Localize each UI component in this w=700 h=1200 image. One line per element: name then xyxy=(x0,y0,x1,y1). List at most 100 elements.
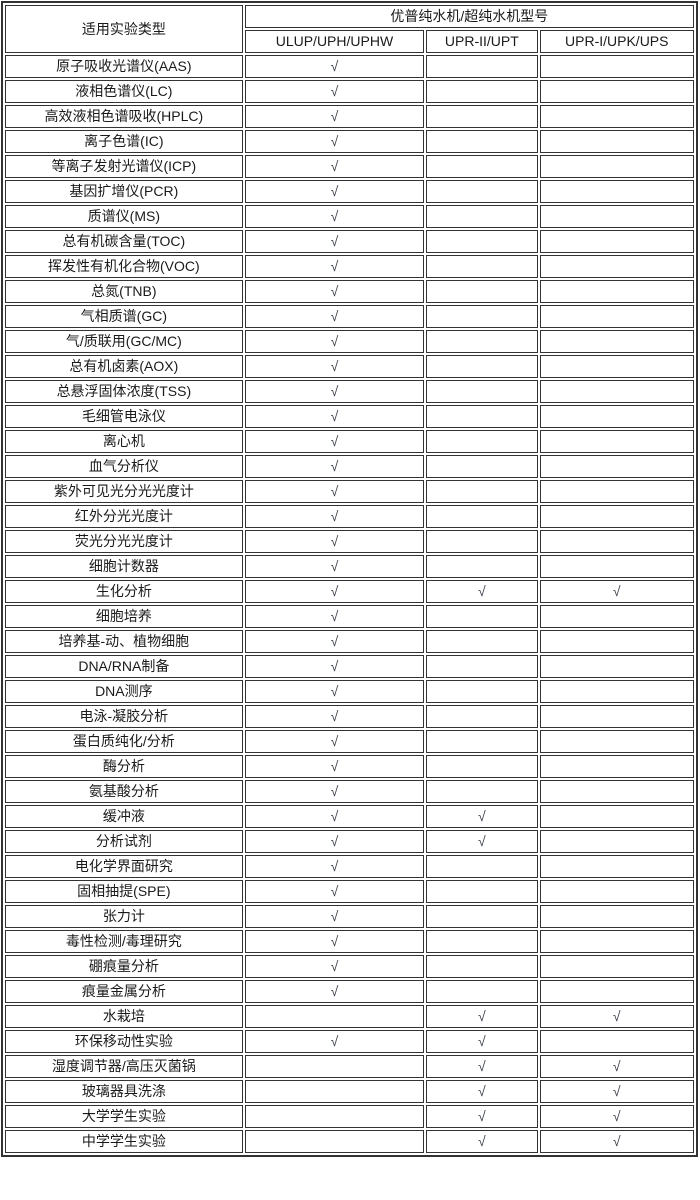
experiment-type-label: 质谱仪(MS) xyxy=(5,205,243,228)
table-row: 总有机碳含量(TOC) √ xyxy=(5,230,694,253)
experiment-type-label: 毒性检测/毒理研究 xyxy=(5,930,243,953)
table-row: 总悬浮固体浓度(TSS) √ xyxy=(5,380,694,403)
empty-cell xyxy=(426,930,538,953)
empty-cell xyxy=(426,480,538,503)
check-mark-cell: √ xyxy=(244,755,425,778)
empty-cell xyxy=(426,780,538,803)
empty-cell xyxy=(539,605,694,628)
check-mark-cell: √ xyxy=(244,730,425,753)
check-mark-cell: √ xyxy=(244,330,425,353)
empty-cell xyxy=(539,380,694,403)
model-column-header-ulup: ULUP/UPH/UPHW xyxy=(244,30,425,53)
table-row: 高效液相色谱吸收(HPLC) √ xyxy=(5,105,694,128)
empty-cell xyxy=(539,305,694,328)
experiment-type-label: 荧光分光光度计 xyxy=(5,530,243,553)
experiment-type-label: 蛋白质纯化/分析 xyxy=(5,730,243,753)
experiment-type-label: 缓冲液 xyxy=(5,805,243,828)
empty-cell xyxy=(426,505,538,528)
experiment-type-label: 原子吸收光谱仪(AAS) xyxy=(5,55,243,78)
check-mark-cell: √ xyxy=(244,780,425,803)
model-column-header-upr1: UPR-I/UPK/UPS xyxy=(539,30,694,53)
table-row: 缓冲液 √ √ xyxy=(5,805,694,828)
check-mark-cell: √ xyxy=(244,130,425,153)
check-mark-cell: √ xyxy=(244,705,425,728)
check-mark-cell: √ xyxy=(244,530,425,553)
empty-cell xyxy=(539,780,694,803)
check-mark-cell: √ xyxy=(539,1005,694,1028)
empty-cell xyxy=(426,730,538,753)
table-row: 毛细管电泳仪 √ xyxy=(5,405,694,428)
check-mark-cell: √ xyxy=(244,505,425,528)
table-row: 毒性检测/毒理研究 √ xyxy=(5,930,694,953)
experiment-type-label: 培养基-动、植物细胞 xyxy=(5,630,243,653)
empty-cell xyxy=(539,405,694,428)
check-mark-cell: √ xyxy=(244,380,425,403)
empty-cell xyxy=(539,680,694,703)
empty-cell xyxy=(539,980,694,1003)
check-mark-cell: √ xyxy=(244,955,425,978)
table-row: 电化学界面研究 √ xyxy=(5,855,694,878)
experiment-type-label: 总悬浮固体浓度(TSS) xyxy=(5,380,243,403)
empty-cell xyxy=(539,455,694,478)
check-mark-cell: √ xyxy=(244,880,425,903)
check-mark-cell: √ xyxy=(244,305,425,328)
check-mark-cell: √ xyxy=(244,805,425,828)
experiment-type-header: 适用实验类型 xyxy=(5,5,243,53)
empty-cell xyxy=(426,455,538,478)
check-mark-cell: √ xyxy=(426,1005,538,1028)
empty-cell xyxy=(539,530,694,553)
table-row: 离子色谱(IC) √ xyxy=(5,130,694,153)
table-row: 固相抽提(SPE) √ xyxy=(5,880,694,903)
experiment-type-label: 环保移动性实验 xyxy=(5,1030,243,1053)
model-group-header: 优普纯水机/超纯水机型号 xyxy=(244,5,694,28)
empty-cell xyxy=(539,1030,694,1053)
check-mark-cell: √ xyxy=(244,655,425,678)
table-row: DNA/RNA制备 √ xyxy=(5,655,694,678)
experiment-type-label: 等离子发射光谱仪(ICP) xyxy=(5,155,243,178)
empty-cell xyxy=(539,830,694,853)
table-row: 血气分析仪 √ xyxy=(5,455,694,478)
empty-cell xyxy=(539,180,694,203)
empty-cell xyxy=(539,430,694,453)
header-row-models: ULUP/UPH/UPHW UPR-II/UPT UPR-I/UPK/UPS xyxy=(5,30,694,53)
check-mark-cell: √ xyxy=(244,255,425,278)
table-row: 大学学生实验 √ √ xyxy=(5,1105,694,1128)
experiment-type-label: 离子色谱(IC) xyxy=(5,130,243,153)
table-row: 红外分光光度计 √ xyxy=(5,505,694,528)
check-mark-cell: √ xyxy=(244,830,425,853)
empty-cell xyxy=(539,755,694,778)
table-row: 等离子发射光谱仪(ICP) √ xyxy=(5,155,694,178)
check-mark-cell: √ xyxy=(244,680,425,703)
experiment-type-label: 挥发性有机化合物(VOC) xyxy=(5,255,243,278)
table-row: 基因扩增仪(PCR) √ xyxy=(5,180,694,203)
empty-cell xyxy=(244,1055,425,1078)
experiment-type-label: 血气分析仪 xyxy=(5,455,243,478)
check-mark-cell: √ xyxy=(539,1130,694,1153)
check-mark-cell: √ xyxy=(539,1055,694,1078)
check-mark-cell: √ xyxy=(244,555,425,578)
empty-cell xyxy=(539,205,694,228)
empty-cell xyxy=(539,880,694,903)
empty-cell xyxy=(426,605,538,628)
experiment-type-label: 总氮(TNB) xyxy=(5,280,243,303)
table-row: 环保移动性实验 √ √ xyxy=(5,1030,694,1053)
check-mark-cell: √ xyxy=(244,405,425,428)
table-row: 中学学生实验 √ √ xyxy=(5,1130,694,1153)
check-mark-cell: √ xyxy=(244,280,425,303)
table-body: 原子吸收光谱仪(AAS) √ 液相色谱仪(LC) √ 高效液相色谱吸收(HPLC) √ 离子… xyxy=(5,55,694,1153)
check-mark-cell: √ xyxy=(244,105,425,128)
empty-cell xyxy=(426,55,538,78)
experiment-type-label: 湿度调节器/高压灭菌锅 xyxy=(5,1055,243,1078)
empty-cell xyxy=(426,980,538,1003)
table-row: 挥发性有机化合物(VOC) √ xyxy=(5,255,694,278)
empty-cell xyxy=(539,330,694,353)
check-mark-cell: √ xyxy=(244,855,425,878)
experiment-type-label: 细胞计数器 xyxy=(5,555,243,578)
empty-cell xyxy=(539,230,694,253)
empty-cell xyxy=(539,655,694,678)
check-mark-cell: √ xyxy=(244,180,425,203)
experiment-type-label: 基因扩增仪(PCR) xyxy=(5,180,243,203)
empty-cell xyxy=(539,855,694,878)
empty-cell xyxy=(244,1080,425,1103)
